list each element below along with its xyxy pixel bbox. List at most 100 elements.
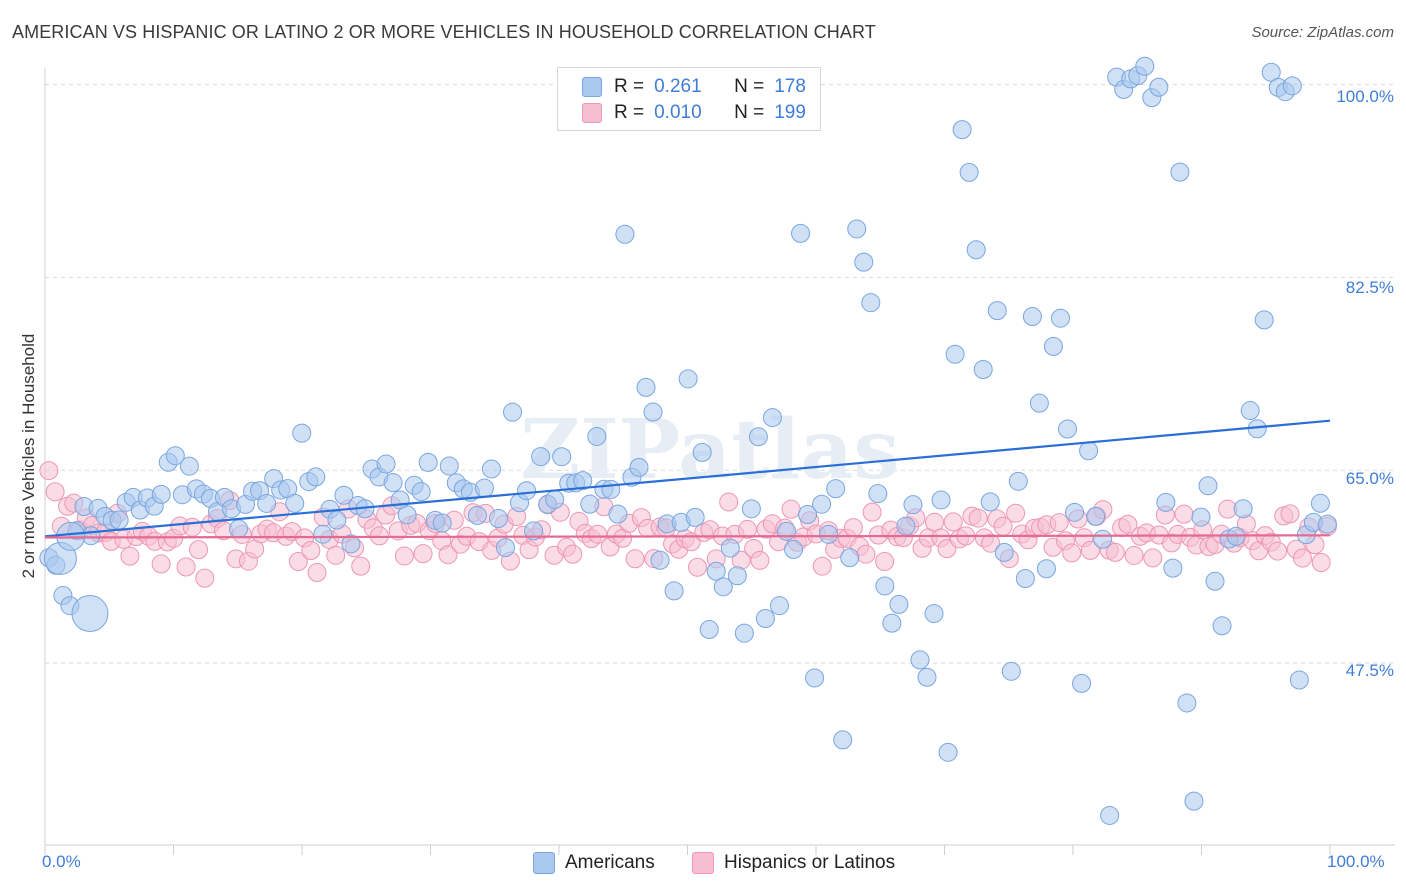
data-point: [1170, 162, 1190, 182]
data-point: [980, 492, 1000, 512]
data-point: [307, 563, 327, 583]
data-point: [285, 493, 305, 513]
y-tick-label: 82.5%: [1345, 278, 1394, 297]
data-point: [625, 549, 645, 569]
y-tick-label: 100.0%: [1336, 87, 1394, 106]
data-point: [467, 505, 487, 525]
trend-line: [44, 534, 1331, 539]
data-point: [1184, 791, 1204, 811]
data-point: [176, 557, 196, 577]
data-point: [737, 519, 757, 539]
legend-swatch-blue: [533, 852, 555, 874]
data-point: [798, 504, 818, 524]
data-point: [1311, 553, 1331, 573]
y-tick-label: 65.0%: [1345, 469, 1394, 488]
data-point: [397, 505, 417, 525]
data-point: [488, 509, 508, 529]
data-point: [413, 544, 433, 564]
data-point: [474, 478, 494, 498]
source-label: Source: ZipAtlas.com: [1251, 24, 1394, 41]
data-point: [503, 402, 523, 422]
data-point: [843, 518, 863, 538]
data-point: [1105, 542, 1125, 562]
data-point: [45, 482, 65, 502]
data-point: [563, 544, 583, 564]
data-point: [861, 293, 881, 313]
data-point: [195, 568, 215, 588]
data-point: [517, 481, 537, 501]
data-point: [432, 513, 452, 533]
data-point: [1292, 548, 1312, 568]
data-point: [664, 581, 684, 601]
data-point: [1118, 514, 1138, 534]
data-point: [383, 473, 403, 493]
data-point: [924, 604, 944, 624]
data-point: [943, 512, 963, 532]
data-point: [1057, 419, 1077, 439]
x-tick-label: 0.0%: [42, 852, 81, 871]
data-point: [981, 533, 1001, 553]
x-tick-label: 100.0%: [1327, 852, 1385, 871]
data-point: [840, 548, 860, 568]
legend-n-label: N =: [734, 102, 765, 123]
legend-r-label: R =: [614, 102, 645, 123]
data-point: [1100, 805, 1120, 825]
data-point: [376, 454, 396, 474]
data-point: [987, 301, 1007, 321]
data-point: [1163, 558, 1183, 578]
data-point: [776, 521, 796, 541]
data-point: [1065, 502, 1085, 522]
data-point: [687, 557, 707, 577]
data-point: [327, 510, 347, 530]
data-point: [1212, 616, 1232, 636]
data-point: [862, 502, 882, 522]
data-point: [495, 538, 515, 558]
data-point: [826, 479, 846, 499]
legend-swatch-pink: [692, 852, 714, 874]
y-tick-label: 47.5%: [1345, 661, 1394, 680]
trend-line: [44, 419, 1331, 538]
data-point: [685, 507, 705, 527]
data-point: [1156, 492, 1176, 512]
data-point: [71, 595, 109, 633]
data-point: [917, 667, 937, 687]
data-point: [580, 494, 600, 514]
data-point: [734, 623, 754, 643]
data-point: [854, 252, 874, 272]
data-point: [1043, 336, 1063, 356]
data-point: [1174, 504, 1194, 524]
data-point: [805, 668, 825, 688]
data-point: [720, 538, 740, 558]
data-point: [301, 540, 321, 560]
data-point: [650, 550, 670, 570]
data-point: [1079, 441, 1099, 461]
data-point: [847, 219, 867, 239]
data-point: [994, 542, 1014, 562]
data-point: [588, 524, 608, 544]
data-point: [326, 545, 346, 565]
data-point: [1135, 56, 1155, 76]
data-point: [833, 730, 853, 750]
data-point: [959, 162, 979, 182]
data-point: [109, 510, 129, 530]
bottom-legend-hispanics: Hispanics or Latinos: [692, 852, 895, 874]
data-point: [875, 551, 895, 571]
data-point: [1015, 569, 1035, 589]
data-point: [531, 447, 551, 467]
data-point: [1240, 401, 1260, 421]
data-point: [418, 452, 438, 472]
data-point: [931, 490, 951, 510]
data-point: [1086, 506, 1106, 526]
data-point: [608, 504, 628, 524]
data-point: [1282, 76, 1302, 96]
legend-row-americans: R = 0.261 N = 178: [582, 74, 806, 100]
data-point: [882, 613, 902, 633]
data-point: [1317, 514, 1337, 534]
data-point: [1008, 471, 1028, 491]
data-point: [1022, 307, 1042, 327]
data-point: [39, 461, 59, 481]
legend-r-label: R =: [614, 76, 645, 97]
legend-r-value: 0.010: [654, 102, 702, 123]
data-point: [903, 495, 923, 515]
